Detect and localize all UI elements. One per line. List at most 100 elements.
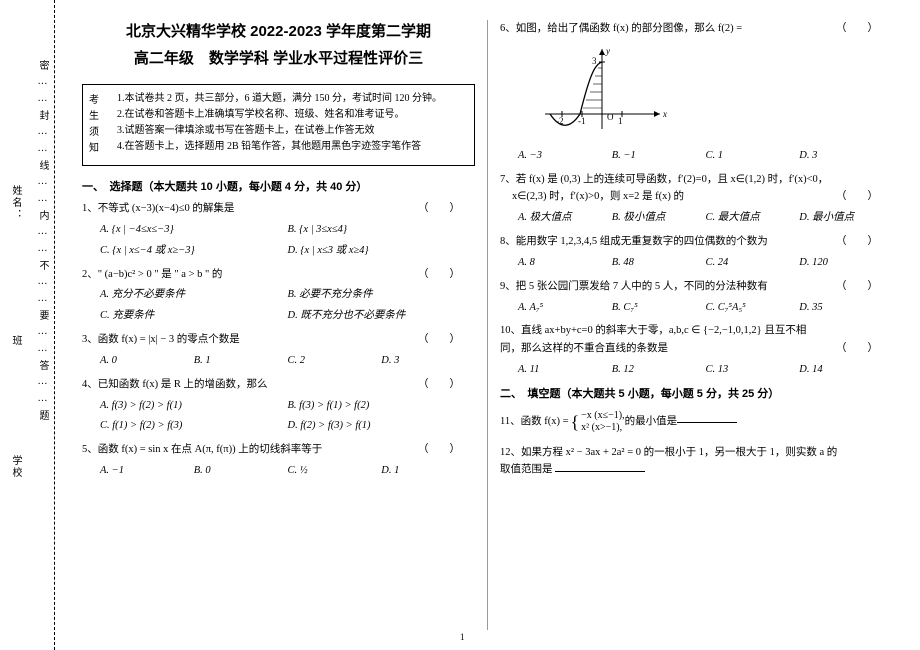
- question-4: 4、已知函数 f(x) 是 R 上的增函数，那么（ ） A. f(3) > f(…: [82, 376, 475, 436]
- question-3: 3、函数 f(x) = |x| − 3 的零点个数是（ ） A. 0 B. 1 …: [82, 331, 475, 370]
- info-box-content: 1.本试卷共 2 页，共三部分，6 道大题，满分 150 分，考试时间 120 …: [117, 91, 468, 159]
- q9-opt-b: B. C₇⁵: [612, 299, 706, 317]
- info-line: 2.在试卷和答题卡上准确填写学校名称、班级、姓名和准考证号。: [117, 107, 468, 123]
- section-1-title: 一、 选择题（本大题共 10 小题，每小题 4 分，共 40 分）: [82, 178, 475, 194]
- answer-paren: （ ）: [418, 331, 475, 349]
- q1-opt-a: A. {x | −4≤x≤−3}: [100, 221, 288, 239]
- q3-opt-d: D. 3: [381, 352, 475, 370]
- right-column: 6、如图，给出了偶函数 f(x) 的部分图像，那么 f(2) =（ ） O x …: [488, 20, 905, 630]
- q10-opt-a: A. 11: [518, 361, 612, 379]
- title-main: 北京大兴精华学校 2022-2023 学年度第二学期: [82, 20, 475, 41]
- q4-opt-c: C. f(1) > f(2) > f(3): [100, 417, 288, 435]
- question-9: 9、把 5 张公园门票发给 7 人中的 5 人，不同的分法种数有（ ） A. A…: [500, 278, 893, 317]
- info-line: 4.在答题卡上，选择题用 2B 铅笔作答，其他题用黑色字迹签字笔作答: [117, 139, 468, 155]
- q9-opt-a: A. A₇⁵: [518, 299, 612, 317]
- q5-opt-c: C. ½: [288, 462, 382, 480]
- answer-paren: （ ）: [418, 200, 475, 218]
- q2-opt-b: B. 必要不充分条件: [288, 286, 476, 304]
- q7-opt-c: C. 最大值点: [706, 209, 800, 227]
- answer-blank: [677, 422, 737, 423]
- q6-opt-b: B. −1: [612, 147, 706, 165]
- info-line: 3.试题答案一律填涂或书写在答题卡上，在试卷上作答无效: [117, 123, 468, 139]
- piecewise: −x (x≤−1), x² (x>−1),: [581, 410, 624, 434]
- q12-line-a: 12、如果方程 x² − 3ax + 2a² = 0 的一根小于 1，另一根大于…: [500, 444, 893, 462]
- q1-stem: 1、不等式 (x−3)(x−4)≤0 的解集是: [82, 200, 418, 218]
- question-1: 1、不等式 (x−3)(x−4)≤0 的解集是（ ） A. {x | −4≤x≤…: [82, 200, 475, 260]
- left-column: 北京大兴精华学校 2022-2023 学年度第二学期 高二年级 数学学科 学业水…: [70, 20, 488, 630]
- q8-opt-c: C. 24: [706, 254, 800, 272]
- info-char: 生: [89, 109, 117, 125]
- function-graph-icon: O x y 3 -2 -1 1: [540, 44, 670, 134]
- q7-opt-d: D. 最小值点: [799, 209, 893, 227]
- question-2: 2、" (a−b)c² > 0 " 是 " a > b " 的（ ） A. 充分…: [82, 266, 475, 326]
- q10-opt-b: B. 12: [612, 361, 706, 379]
- info-char: 知: [89, 141, 117, 157]
- info-char: 须: [89, 125, 117, 141]
- q3-opt-b: B. 1: [194, 352, 288, 370]
- q2-opt-a: A. 充分不必要条件: [100, 286, 288, 304]
- page-number: 1: [460, 632, 465, 642]
- title-sub: 高二年级 数学学科 学业水平过程性评价三: [82, 47, 475, 68]
- q9-opt-c: C. C₇⁵A₅⁵: [706, 299, 800, 317]
- svg-text:-1: -1: [578, 116, 586, 126]
- q1-opt-b: B. {x | 3≤x≤4}: [288, 221, 476, 239]
- q6-stem: 6、如图，给出了偶函数 f(x) 的部分图像，那么 f(2) =: [500, 20, 836, 38]
- answer-paren: （ ）: [418, 441, 475, 459]
- question-7: 7、若 f(x) 是 (0,3) 上的连续可导函数，f′(2)=0，且 x∈(1…: [500, 171, 893, 228]
- q2-opt-d: D. 既不充分也不必要条件: [288, 307, 476, 325]
- q8-opt-a: A. 8: [518, 254, 612, 272]
- info-line: 1.本试卷共 2 页，共三部分，6 道大题，满分 150 分，考试时间 120 …: [117, 91, 468, 107]
- svg-text:1: 1: [618, 116, 623, 126]
- question-12: 12、如果方程 x² − 3ax + 2a² = 0 的一根小于 1，另一根大于…: [500, 444, 893, 480]
- school-label: 学校: [8, 455, 23, 479]
- answer-paren: （ ）: [418, 266, 475, 284]
- exam-info-box: 考 生 须 知 1.本试卷共 2 页，共三部分，6 道大题，满分 150 分，考…: [82, 84, 475, 166]
- q10-stem-a: 10、直线 ax+by+c=0 的斜率大于零，a,b,c ∈ {−2,−1,0,…: [500, 322, 893, 340]
- question-11: 11、函数 f(x) = { −x (x≤−1), x² (x>−1), 的最小…: [500, 407, 893, 438]
- question-5: 5、函数 f(x) = sin x 在点 A(π, f(π)) 上的切线斜率等于…: [82, 441, 475, 480]
- q3-stem: 3、函数 f(x) = |x| − 3 的零点个数是: [82, 331, 418, 349]
- question-10: 10、直线 ax+by+c=0 的斜率大于零，a,b,c ∈ {−2,−1,0,…: [500, 322, 893, 379]
- q3-opt-c: C. 2: [288, 352, 382, 370]
- answer-blank: [555, 471, 645, 472]
- question-8: 8、能用数字 1,2,3,4,5 组成无重复数字的四位偶数的个数为（ ） A. …: [500, 233, 893, 272]
- q2-opt-c: C. 充要条件: [100, 307, 288, 325]
- q8-stem: 8、能用数字 1,2,3,4,5 组成无重复数字的四位偶数的个数为: [500, 233, 836, 251]
- q4-opt-b: B. f(3) > f(1) > f(2): [288, 397, 476, 415]
- q6-opt-d: D. 3: [799, 147, 893, 165]
- q1-opt-d: D. {x | x≤3 或 x≥4}: [288, 242, 476, 260]
- name-label: 姓名：: [8, 185, 23, 221]
- q6-opt-a: A. −3: [518, 147, 612, 165]
- q9-opt-d: D. 35: [799, 299, 893, 317]
- info-char: 考: [89, 93, 117, 109]
- class-label: 班: [8, 335, 23, 347]
- svg-text:x: x: [662, 109, 667, 119]
- q7-opt-b: B. 极小值点: [612, 209, 706, 227]
- q11-pre: 11、函数 f(x) =: [500, 413, 569, 431]
- q10-opt-c: C. 13: [706, 361, 800, 379]
- q12-line-b: 取值范围是: [500, 464, 553, 475]
- question-6: 6、如图，给出了偶函数 f(x) 的部分图像，那么 f(2) =（ ） O x …: [500, 20, 893, 165]
- answer-paren: （ ）: [836, 340, 893, 358]
- q8-opt-b: B. 48: [612, 254, 706, 272]
- answer-paren: （ ）: [418, 376, 475, 394]
- q5-stem: 5、函数 f(x) = sin x 在点 A(π, f(π)) 上的切线斜率等于: [82, 441, 418, 459]
- q11-piece1: −x (x≤−1),: [581, 410, 624, 422]
- answer-paren: （ ）: [836, 20, 893, 38]
- svg-text:O: O: [607, 112, 614, 122]
- svg-text:y: y: [605, 46, 610, 56]
- q7-stem-b: x∈(2,3) 时，f′(x)>0，则 x=2 是 f(x) 的: [500, 188, 836, 206]
- q1-opt-c: C. {x | x≤−4 或 x≥−3}: [100, 242, 288, 260]
- q8-opt-d: D. 120: [799, 254, 893, 272]
- q4-opt-a: A. f(3) > f(2) > f(1): [100, 397, 288, 415]
- binding-margin: 密……封……线……内……不……要……答……题 姓名： 班 学校: [0, 0, 55, 650]
- q7-stem-a: 7、若 f(x) 是 (0,3) 上的连续可导函数，f′(2)=0，且 x∈(1…: [500, 171, 893, 189]
- answer-paren: （ ）: [836, 188, 893, 206]
- content-area: 北京大兴精华学校 2022-2023 学年度第二学期 高二年级 数学学科 学业水…: [55, 0, 920, 650]
- q11-post: 的最小值是: [625, 413, 678, 431]
- q5-opt-a: A. −1: [100, 462, 194, 480]
- q7-opt-a: A. 极大值点: [518, 209, 612, 227]
- brace-icon: {: [571, 407, 580, 438]
- q4-opt-d: D. f(2) > f(3) > f(1): [288, 417, 476, 435]
- q11-piece2: x² (x>−1),: [581, 422, 624, 434]
